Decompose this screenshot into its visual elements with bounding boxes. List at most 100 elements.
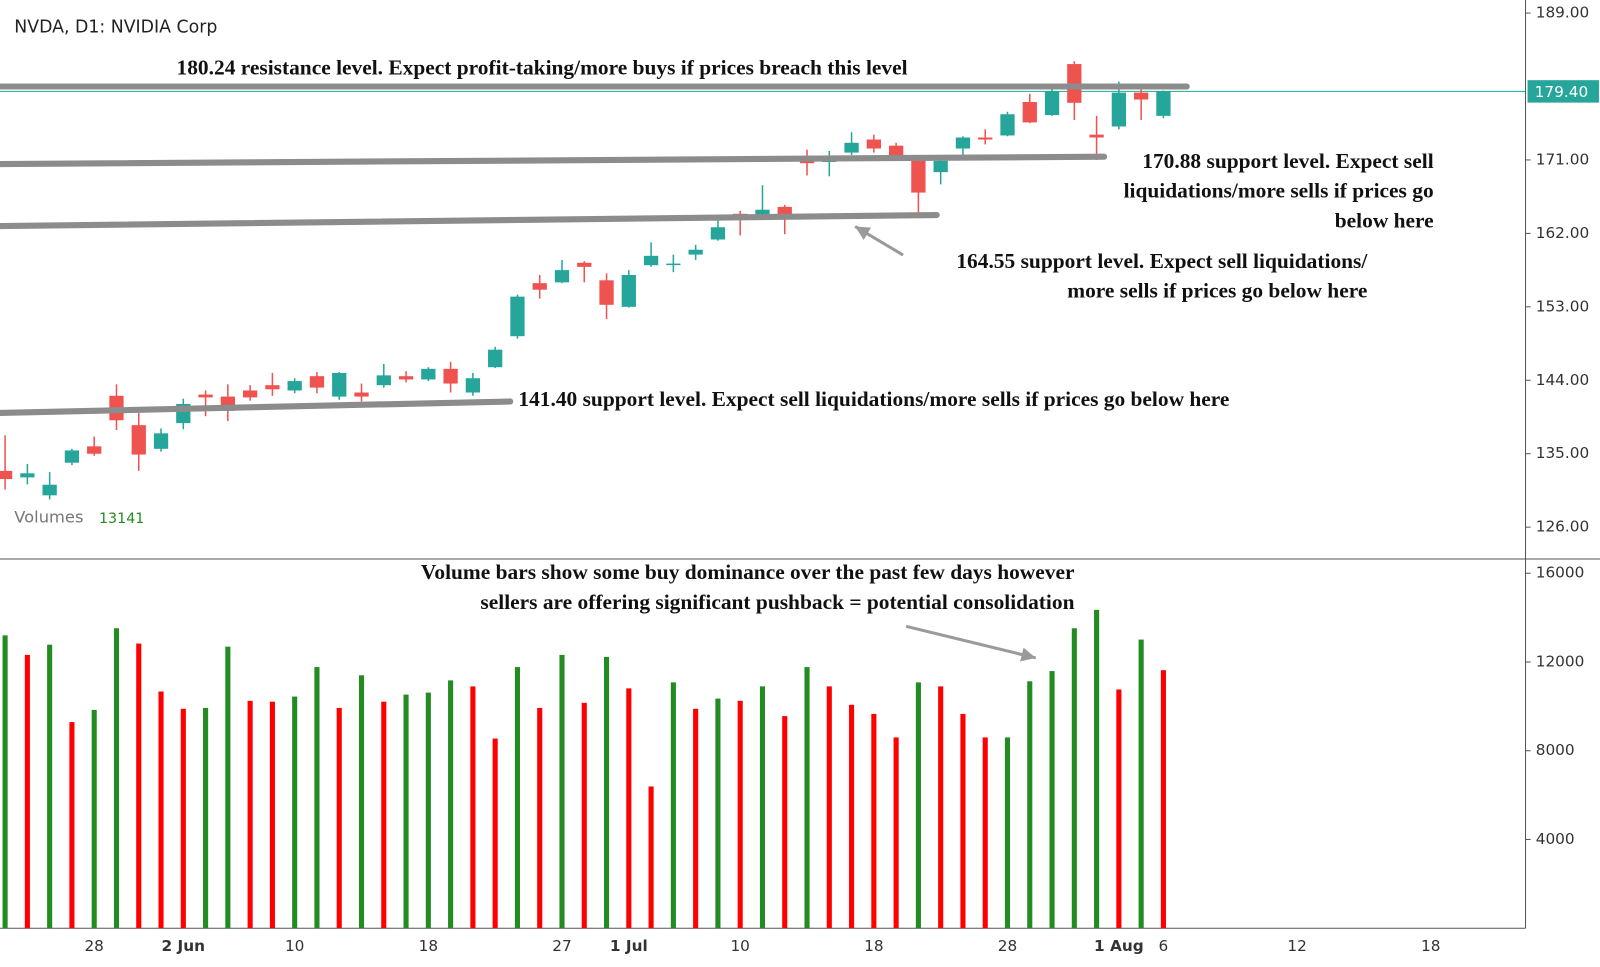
volume-bar: [737, 700, 743, 929]
volume-bar: [314, 667, 320, 929]
current-price-box: [1527, 80, 1599, 103]
volume-bar: [915, 682, 921, 929]
candle-body: [888, 145, 904, 157]
volume-bar: [203, 707, 209, 929]
candle-body: [332, 372, 347, 397]
annotation-text: Volume bars show some buy dominance over…: [421, 560, 1075, 584]
volume-bar: [648, 786, 654, 929]
candle-body: [1089, 134, 1104, 138]
annotation-arrowhead: [855, 226, 872, 240]
volume-bar: [69, 722, 75, 929]
candle-body: [198, 394, 213, 398]
candle-body: [621, 275, 636, 307]
candle-body: [465, 378, 481, 393]
candle-body: [354, 392, 369, 397]
volume-bar: [849, 704, 855, 929]
y-tick-label: 8000: [1536, 741, 1575, 759]
volume-bar: [559, 654, 565, 929]
volume-bar: [158, 691, 164, 929]
volume-bar: [403, 694, 409, 929]
candle-body: [488, 349, 503, 368]
volume-bar: [693, 708, 699, 929]
volume-bar: [113, 628, 120, 929]
x-tick-label: 2 Jun: [162, 937, 205, 955]
volume-bar: [537, 707, 543, 929]
candle-body: [265, 385, 280, 390]
volume-bar: [782, 716, 788, 929]
candle-body: [1022, 102, 1037, 123]
volume-bar: [2, 635, 8, 929]
candle-body: [933, 160, 948, 173]
annotation-text: 180.24 resistance level. Expect profit-t…: [177, 55, 908, 79]
volume-bar: [1094, 609, 1100, 929]
volume-bar: [425, 692, 431, 929]
candle-body: [755, 209, 770, 217]
candle-body: [532, 283, 547, 290]
candle-body: [1000, 114, 1015, 136]
volume-bar: [1004, 737, 1011, 929]
annotation-text: 141.40 support level. Expect sell liquid…: [518, 387, 1229, 411]
x-tick-label: 1 Jul: [610, 937, 648, 955]
candle-body: [42, 484, 57, 496]
x-tick-label: 18: [1421, 937, 1440, 955]
y-tick-label: 189.00: [1536, 4, 1590, 22]
candle-body: [443, 368, 458, 384]
volume-bar: [136, 643, 142, 929]
volume-bar: [269, 701, 275, 929]
y-tick-label: 153.00: [1536, 297, 1590, 315]
annotation-text: below here: [1335, 208, 1434, 232]
candle-body: [287, 381, 302, 391]
volume-bar: [960, 713, 966, 929]
annotation-arrowhead: [1020, 647, 1036, 662]
volume-bar: [826, 686, 832, 929]
x-tick-label: 10: [285, 937, 304, 955]
candle-body: [1156, 91, 1171, 116]
current-price-label: 179.40: [1535, 83, 1589, 101]
level-line: [0, 153, 1108, 168]
candle-body: [398, 376, 414, 380]
volume-bar: [336, 707, 342, 929]
volume-bar: [247, 700, 253, 929]
volume-bar: [1138, 639, 1144, 929]
volume-bar: [804, 667, 810, 929]
volume-bar: [871, 713, 877, 929]
candle-body: [87, 446, 102, 454]
level-line: [0, 211, 940, 230]
x-tick-label: 18: [864, 937, 883, 955]
volume-bar: [358, 675, 365, 929]
volume-bar: [514, 667, 520, 929]
volume-bar: [381, 701, 387, 929]
volume-label: Volumes: [14, 508, 83, 527]
annotation-arrow: [905, 624, 1037, 660]
volume-bar: [47, 644, 53, 929]
candle-body: [131, 425, 146, 455]
volume-bar: [893, 737, 899, 929]
volume-bar: [180, 708, 186, 929]
candle-body: [64, 450, 80, 463]
y-tick-label: 126.00: [1536, 518, 1590, 536]
volume-bar: [292, 696, 298, 929]
volume-bar: [1160, 670, 1166, 929]
candle-body: [421, 368, 436, 380]
annotation-text: 170.88 support level. Expect sell: [1142, 149, 1433, 173]
annotation-text: more sells if prices go below here: [1067, 279, 1367, 303]
volume-bar: [492, 738, 498, 929]
x-tick-label: 10: [730, 937, 749, 955]
volume-bar: [1027, 681, 1033, 929]
x-tick-label: 12: [1287, 937, 1306, 955]
volume-bar: [759, 686, 766, 929]
candle-body: [309, 376, 325, 388]
volume-bar: [982, 737, 988, 929]
candle-body: [978, 137, 993, 140]
candle-body: [1134, 92, 1149, 100]
volume-bar: [1116, 689, 1122, 929]
y-tick-label: 171.00: [1536, 150, 1590, 168]
candle-body: [153, 433, 169, 449]
volume-bar: [715, 698, 721, 929]
candle-body: [554, 270, 570, 283]
candle-body: [510, 296, 525, 337]
x-tick-label: 6: [1159, 937, 1169, 955]
volume-value: 13141: [99, 511, 144, 527]
volume-bar: [1071, 628, 1077, 929]
